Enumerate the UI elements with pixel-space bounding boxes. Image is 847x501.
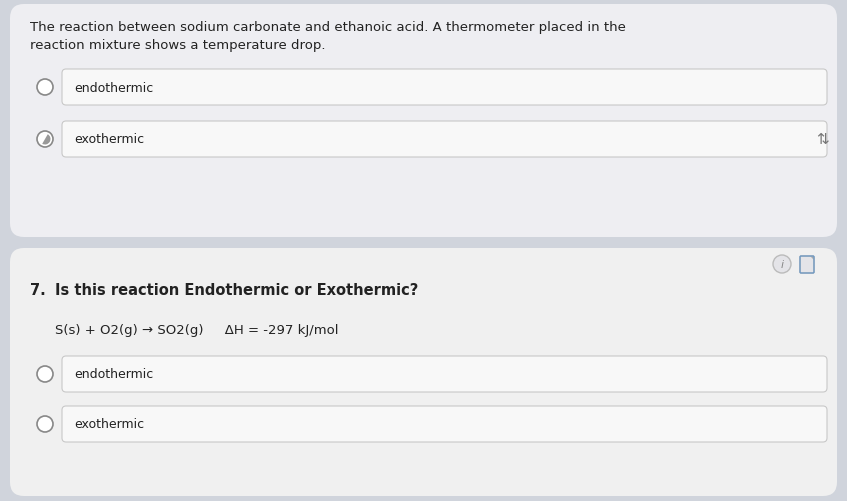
FancyBboxPatch shape	[62, 356, 827, 392]
FancyBboxPatch shape	[62, 406, 827, 442]
Wedge shape	[42, 135, 51, 145]
FancyBboxPatch shape	[62, 70, 827, 106]
Circle shape	[37, 80, 53, 96]
Circle shape	[37, 416, 53, 432]
Text: exothermic: exothermic	[74, 418, 144, 431]
FancyBboxPatch shape	[10, 248, 837, 496]
Text: endothermic: endothermic	[74, 81, 153, 94]
Text: The reaction between sodium carbonate and ethanoic acid. A thermometer placed in: The reaction between sodium carbonate an…	[30, 21, 626, 34]
Text: i: i	[780, 260, 783, 270]
Circle shape	[773, 256, 791, 274]
Text: Is this reaction Endothermic or Exothermic?: Is this reaction Endothermic or Exotherm…	[55, 283, 418, 298]
Circle shape	[37, 366, 53, 382]
Polygon shape	[810, 257, 814, 261]
FancyBboxPatch shape	[800, 257, 814, 274]
Text: endothermic: endothermic	[74, 368, 153, 381]
Text: ⇅: ⇅	[817, 132, 829, 147]
Text: reaction mixture shows a temperature drop.: reaction mixture shows a temperature dro…	[30, 39, 325, 52]
Circle shape	[37, 132, 53, 148]
FancyBboxPatch shape	[10, 5, 837, 237]
Text: exothermic: exothermic	[74, 133, 144, 146]
Text: S(s) + O2(g) → SO2(g)     ΔH = -297 kJ/mol: S(s) + O2(g) → SO2(g) ΔH = -297 kJ/mol	[55, 324, 339, 337]
Text: 7.: 7.	[30, 283, 46, 298]
FancyBboxPatch shape	[62, 122, 827, 158]
